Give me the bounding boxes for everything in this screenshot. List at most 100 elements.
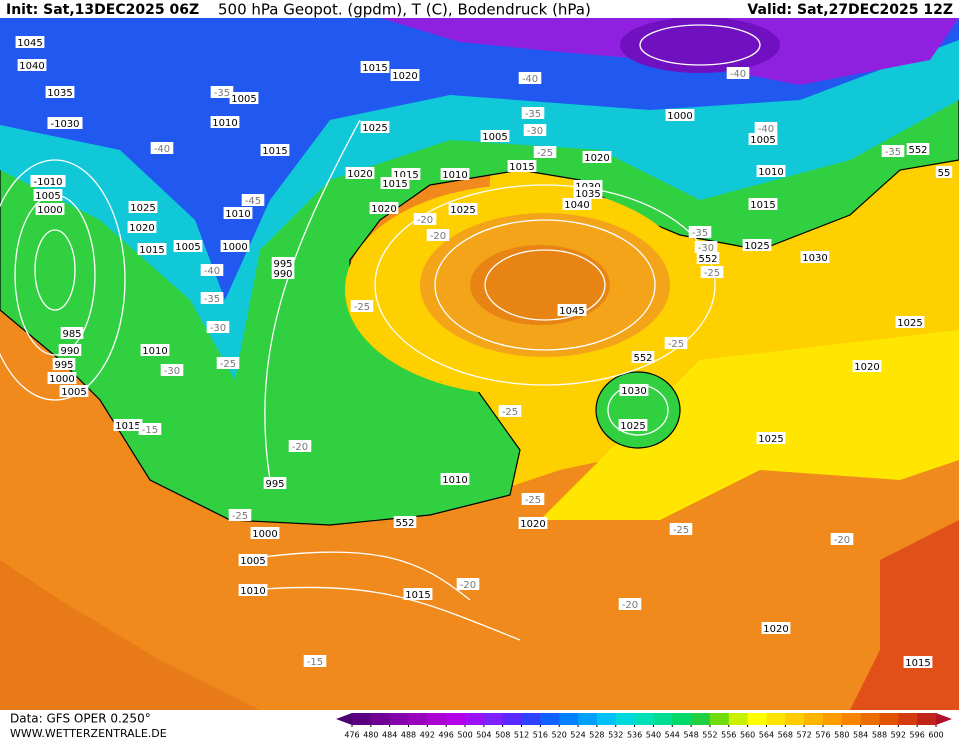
temperature-label: -20 (460, 580, 476, 591)
map-title: 500 hPa Geopot. (gpdm), T (C), Bodendruc… (218, 1, 591, 19)
isobar-label: 1005 (750, 135, 775, 146)
isobar-label: 1030 (802, 253, 827, 264)
label-box (665, 109, 695, 121)
colorbar-bin (352, 713, 372, 725)
temperature-label: -40 (154, 144, 170, 155)
colorbar-label: 556 (721, 731, 736, 740)
label-box (456, 578, 480, 590)
temperature-label: -35 (214, 88, 230, 99)
temperature-label: -35 (692, 228, 708, 239)
label-box (664, 337, 688, 349)
colorbar-arrow-left (336, 713, 352, 725)
colorbar-label: 504 (476, 731, 491, 740)
colorbar-bin (596, 713, 617, 725)
field-dark-orange (0, 560, 260, 710)
colorbar-label: 516 (533, 731, 548, 740)
label-box (557, 304, 587, 316)
isobar-label: 1020 (854, 362, 879, 373)
isobar-label: 1015 (115, 421, 140, 432)
colorbar: 476 480 484 488 492 496 500 504 508 512 516 520 524 5… (336, 713, 952, 740)
isobar-label: 1005 (35, 191, 60, 202)
isobar-label: 1020 (392, 71, 417, 82)
colorbar-bin (860, 713, 880, 725)
temperature-label: -35 (525, 109, 541, 120)
temperature-label: -30 (698, 243, 714, 254)
colorbar-label: 548 (683, 731, 698, 740)
label-box (748, 133, 778, 145)
isobar-label: 1045 (559, 306, 584, 317)
label-box (756, 165, 786, 177)
isobar-label: 552 (633, 353, 652, 364)
isobar-label: 1035 (575, 189, 600, 200)
label-box (518, 517, 548, 529)
isobar-label: 1040 (19, 61, 44, 72)
map-field (0, 17, 959, 710)
colorbar-label: 576 (815, 731, 830, 740)
label-box (271, 257, 295, 269)
temperature-label: -15 (142, 425, 158, 436)
temperature-label: -15 (307, 657, 323, 668)
isobar-label: 1015 (139, 245, 164, 256)
isobar-label: 552 (908, 145, 927, 156)
data-source: Data: GFS OPER 0.250° (10, 712, 151, 726)
label-box (903, 656, 933, 668)
colorbar-label: 584 (853, 731, 868, 740)
temperature-label: -20 (417, 215, 433, 226)
label-box (403, 588, 433, 600)
isobar-label: 1025 (450, 205, 475, 216)
label-box (260, 144, 290, 156)
isobar-label: 995 (265, 479, 284, 490)
label-box (58, 344, 82, 356)
label-box (127, 221, 157, 233)
label-box (160, 364, 184, 376)
label-box (754, 122, 778, 134)
label-box (271, 267, 295, 279)
temperature-label: -25 (220, 359, 236, 370)
isobar-label: 1010 (442, 475, 467, 486)
label-box (30, 175, 66, 187)
isobar-label: 1035 (47, 88, 72, 99)
temperature-label: -30 (527, 126, 543, 137)
isobar-label: 1000 (37, 205, 62, 216)
isobar-label: 55 (938, 168, 951, 179)
colorbar-bin (653, 713, 673, 725)
label-box (507, 160, 537, 172)
colorbar-bin (804, 713, 824, 725)
label-box (440, 168, 470, 180)
label-box (748, 198, 778, 210)
label-box (852, 360, 882, 372)
label-box (440, 473, 470, 485)
field-dark-purple (620, 17, 780, 73)
label-box (303, 655, 327, 667)
label-box (345, 167, 375, 179)
label-box (521, 493, 545, 505)
colorbar-label: 568 (778, 731, 793, 740)
label-box (533, 146, 557, 158)
field-light-yellow (540, 330, 959, 520)
colorbar-bin (709, 713, 730, 725)
colorbar-bin (917, 713, 937, 725)
label-box (562, 198, 592, 210)
label-box (60, 327, 84, 339)
isobar-label: 1005 (175, 242, 200, 253)
label-box (426, 229, 450, 241)
isobar-label: 1010 (240, 586, 265, 597)
label-box (238, 584, 268, 596)
label-box (263, 477, 287, 489)
isobar-label: 1025 (620, 421, 645, 432)
label-box (523, 124, 547, 136)
colorbar-label: 496 (439, 731, 454, 740)
label-box (216, 357, 240, 369)
label-box (906, 143, 930, 155)
isobar-label: 1015 (405, 590, 430, 601)
label-box (59, 385, 89, 397)
label-box (380, 177, 410, 189)
label-box (17, 59, 47, 71)
colorbar-bin (427, 713, 447, 725)
label-box (518, 72, 542, 84)
isobar-label: 1020 (129, 223, 154, 234)
label-box (47, 372, 77, 384)
label-box (369, 202, 399, 214)
colorbar-bin (898, 713, 918, 725)
